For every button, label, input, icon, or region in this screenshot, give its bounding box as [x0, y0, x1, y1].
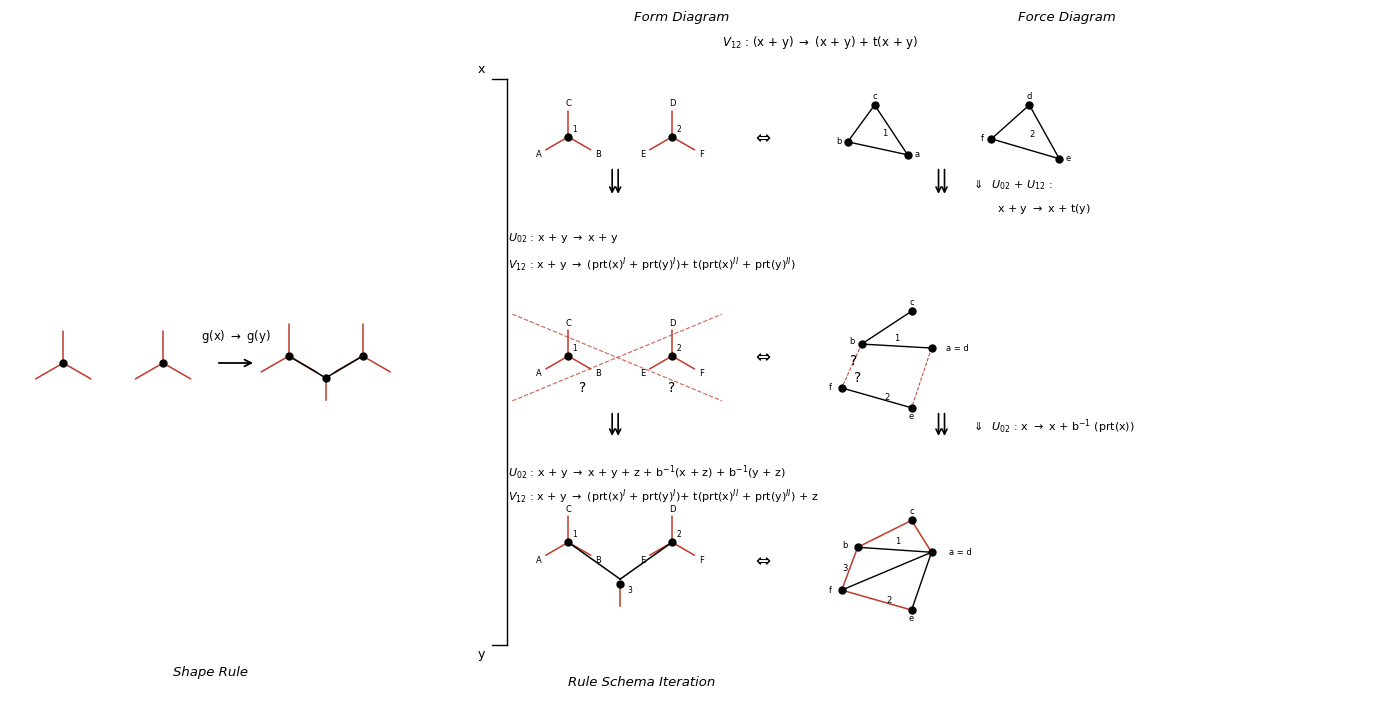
Text: A: A — [536, 370, 542, 378]
Text: 1: 1 — [573, 531, 577, 539]
Text: C: C — [566, 319, 571, 327]
Text: $\Downarrow$  $U_{02}$ + $U_{12}$ :: $\Downarrow$ $U_{02}$ + $U_{12}$ : — [972, 177, 1053, 192]
Text: F: F — [699, 370, 704, 378]
Text: $\Leftrightarrow$: $\Leftrightarrow$ — [752, 347, 771, 365]
Text: b: b — [843, 541, 848, 550]
Text: $\Downarrow$  $U_{02}$ : x $\rightarrow$ x + b$^{-1}$ (prt(x)): $\Downarrow$ $U_{02}$ : x $\rightarrow$ … — [972, 418, 1135, 437]
Text: 1: 1 — [895, 334, 899, 342]
Text: x: x — [477, 62, 486, 75]
Text: a = d: a = d — [949, 548, 972, 556]
Text: Form Diagram: Form Diagram — [634, 11, 729, 24]
Text: 1: 1 — [882, 129, 888, 139]
Text: D: D — [669, 100, 675, 108]
Text: A: A — [536, 556, 542, 565]
Text: F: F — [699, 556, 704, 565]
Text: ?: ? — [668, 381, 676, 395]
Text: a = d: a = d — [945, 343, 969, 353]
Text: E: E — [640, 150, 645, 159]
Text: Shape Rule: Shape Rule — [174, 666, 248, 679]
Text: b: b — [836, 137, 841, 146]
Text: c: c — [872, 91, 876, 101]
Text: c: c — [909, 507, 914, 516]
Text: 1: 1 — [573, 344, 577, 353]
Text: 3: 3 — [627, 586, 631, 595]
Text: F: F — [699, 150, 704, 159]
Text: $\Leftrightarrow$: $\Leftrightarrow$ — [752, 128, 771, 146]
Text: f: f — [829, 383, 832, 393]
Text: e: e — [1065, 154, 1071, 163]
Text: f: f — [981, 134, 984, 144]
Text: E: E — [640, 556, 645, 565]
Text: $U_{02}$ : x + y $\rightarrow$ x + y: $U_{02}$ : x + y $\rightarrow$ x + y — [508, 231, 619, 246]
Text: $\Leftrightarrow$: $\Leftrightarrow$ — [752, 551, 771, 569]
Text: b: b — [848, 337, 854, 345]
Text: D: D — [669, 505, 675, 514]
Text: a: a — [914, 150, 920, 159]
Text: ?: ? — [578, 381, 585, 395]
Text: $V_{12}$ : (x + y) $\rightarrow$ (x + y) + t(x + y): $V_{12}$ : (x + y) $\rightarrow$ (x + y)… — [721, 34, 918, 51]
Text: C: C — [566, 505, 571, 514]
Text: g(x) $\rightarrow$ g(y): g(x) $\rightarrow$ g(y) — [200, 328, 272, 345]
Text: Rule Schema Iteration: Rule Schema Iteration — [568, 676, 715, 689]
Text: 1: 1 — [895, 537, 900, 546]
Text: E: E — [640, 370, 645, 378]
Text: $V_{12}$ : x + y $\rightarrow$ (prt(x)$^I$ + prt(y)$^I$)+ t(prt(x)$^{II}$ + prt(: $V_{12}$ : x + y $\rightarrow$ (prt(x)$^… — [508, 488, 819, 506]
Text: C: C — [566, 100, 571, 108]
Text: 3: 3 — [843, 564, 848, 573]
Text: Force Diagram: Force Diagram — [1018, 11, 1116, 24]
Text: y: y — [477, 648, 486, 661]
Text: d: d — [1026, 91, 1032, 101]
Text: 2: 2 — [886, 595, 892, 605]
Text: c: c — [909, 298, 914, 307]
Text: $V_{12}$ : x + y $\rightarrow$ (prt(x)$^I$ + prt(y)$^I$)+ t(prt(x)$^{II}$ + prt(: $V_{12}$ : x + y $\rightarrow$ (prt(x)$^… — [508, 256, 797, 274]
Text: B: B — [595, 556, 601, 565]
Text: e: e — [909, 412, 914, 421]
Text: 1: 1 — [573, 125, 577, 134]
Text: B: B — [595, 370, 601, 378]
Text: D: D — [669, 319, 675, 327]
Text: 2: 2 — [883, 393, 889, 402]
Text: f: f — [829, 586, 832, 595]
Text: A: A — [536, 150, 542, 159]
Text: 2: 2 — [676, 344, 680, 353]
Text: e: e — [909, 615, 914, 623]
Text: ?: ? — [854, 371, 861, 385]
Text: 2: 2 — [676, 531, 680, 539]
Text: 2: 2 — [1029, 130, 1035, 139]
Text: ?: ? — [850, 354, 857, 368]
Text: 2: 2 — [676, 125, 680, 134]
Text: $U_{02}$ : x + y $\rightarrow$ x + y + z + b$^{-1}$(x + z) + b$^{-1}$(y + z): $U_{02}$ : x + y $\rightarrow$ x + y + z… — [508, 464, 787, 482]
Text: x + y $\rightarrow$ x + t(y): x + y $\rightarrow$ x + t(y) — [997, 202, 1092, 215]
Text: B: B — [595, 150, 601, 159]
